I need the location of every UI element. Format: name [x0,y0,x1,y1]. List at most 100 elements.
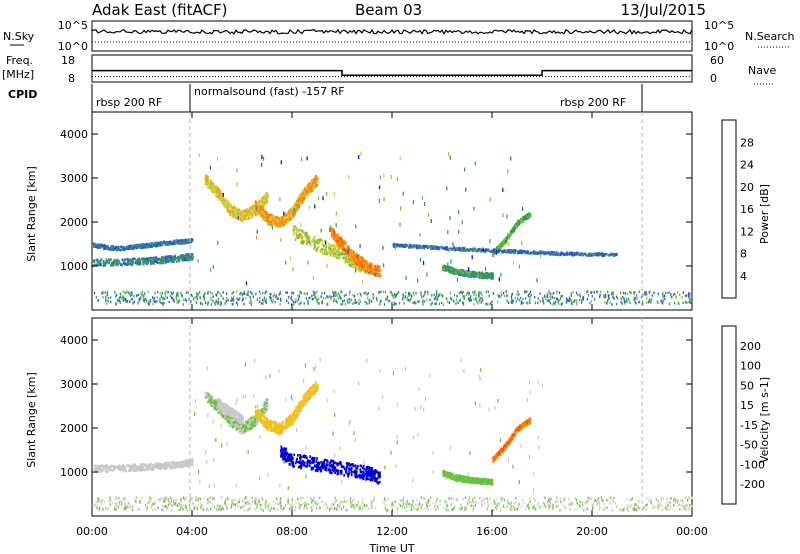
echo-point [304,234,307,237]
ground-scatter-point [636,297,638,300]
nsky-label: N.Sky [3,30,35,43]
ground-scatter-point [660,496,662,499]
ground-scatter-point [611,303,613,306]
echo-point [302,239,305,243]
ground-scatter-point [114,291,116,294]
ground-scatter-point [105,302,108,305]
ground-scatter-point [147,302,149,305]
ground-scatter-point [466,291,468,294]
ground-scatter-point [629,301,631,304]
echo-point [282,223,284,226]
echo-point [358,269,361,273]
ground-scatter-point [591,295,593,298]
echo-point [272,223,274,226]
echo-point [326,252,328,255]
echo-point [232,215,235,218]
echo-point [222,202,224,205]
ground-scatter-point [292,300,295,304]
ground-scatter-point [662,295,664,298]
echo-point [371,266,374,269]
ground-scatter-point [394,500,396,503]
echo-point [312,187,315,190]
ground-scatter-point [478,300,480,304]
echo-point [219,191,222,195]
ground-scatter-point [253,507,255,511]
echo-point [543,251,546,254]
echo-point [344,252,347,255]
echo-point [145,242,148,246]
echo-point [173,242,175,245]
ground-scatter-point [426,298,428,302]
ground-scatter-point [250,290,252,294]
echo-point [394,243,396,246]
echo-point [337,236,340,240]
ground-scatter-point [231,292,233,295]
echo-point [474,248,477,251]
ground-scatter-point [691,496,693,500]
ground-scatter-point [681,498,684,502]
sparse-echo-point [450,259,452,264]
ground-scatter-point [167,291,169,294]
ground-scatter-point [348,297,350,301]
freq-trace [92,69,692,78]
sparse-echo-point [289,256,292,261]
echo-point [103,245,106,248]
echo-point [300,235,303,238]
ground-scatter-point [272,500,275,503]
echo-point [357,260,359,263]
echo-point [415,246,418,250]
echo-point [173,260,175,263]
ground-scatter-point [666,497,668,500]
echo-point [311,183,313,187]
freq-label: Freq. [6,54,33,67]
echo-point [404,244,407,247]
echo-point [226,207,229,210]
ground-scatter-point [215,293,217,297]
ground-scatter-point [397,292,399,295]
ground-scatter-point [132,302,134,305]
ground-scatter-point [145,299,148,303]
ground-scatter-point [581,299,583,302]
echo-point [325,246,327,250]
sparse-echo-point [447,230,449,235]
ground-scatter-point [219,505,221,508]
ground-scatter-point [401,505,404,508]
ground-scatter-point [142,298,145,302]
echo-point [320,248,322,252]
ground-scatter-point [335,292,337,295]
echo-point [307,191,310,194]
echo-point [303,187,306,190]
ground-scatter-point [334,291,336,294]
echo-point [276,216,278,219]
echo-point [288,216,291,220]
echo-point [233,211,236,215]
echo-point [306,240,308,243]
echo-point [207,182,210,185]
echo-point [228,205,231,208]
ground-scatter-point [164,297,166,300]
echo-point [151,261,153,264]
ground-scatter-point [298,296,300,299]
echo-point [310,181,312,184]
ground-scatter-point [349,500,352,503]
ground-scatter-point [94,503,96,507]
echo-point [169,256,172,260]
echo-point [288,211,291,215]
ground-scatter-point [404,296,406,299]
sparse-echo-point [506,214,508,219]
echo-point [185,253,187,256]
echo-point [339,242,341,245]
echo-point [284,212,287,215]
echo-point [146,244,148,247]
echo-point [351,264,354,268]
echo-point [269,215,271,218]
echo-point [298,202,300,206]
echo-point [237,210,240,213]
echo-point [122,259,125,263]
echo-point [339,239,341,243]
ground-scatter-point [373,496,375,499]
echo-point [442,264,445,268]
ground-scatter-point [116,298,119,302]
ground-scatter-point [149,301,151,304]
ground-scatter-point [609,301,611,304]
